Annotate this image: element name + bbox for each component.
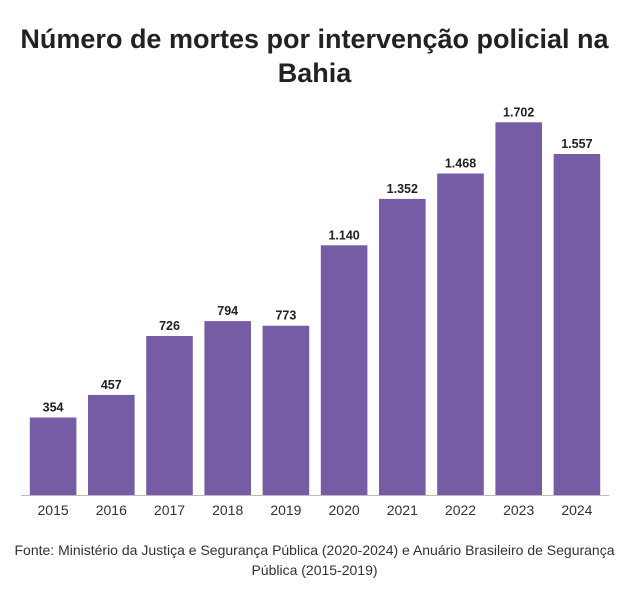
bar-value-label-2021: 1.352 xyxy=(387,182,418,196)
bar-value-label-2020: 1.140 xyxy=(328,228,359,242)
x-tick-label-2021: 2021 xyxy=(387,502,418,518)
bar-value-label-2024: 1.557 xyxy=(561,137,592,151)
bar-2021 xyxy=(379,198,426,495)
bar-value-label-2018: 794 xyxy=(217,304,238,318)
x-tick-label-2019: 2019 xyxy=(270,502,301,518)
bar-value-label-2019: 773 xyxy=(275,309,296,323)
x-tick-label-2024: 2024 xyxy=(561,502,592,518)
bar-value-label-2015: 354 xyxy=(43,401,64,415)
x-tick-labels: 2015 2016 2017 2018 2019 2020 2021 2022 2023 2024 xyxy=(38,502,593,518)
bar-2017 xyxy=(146,336,193,495)
x-tick-label-2023: 2023 xyxy=(503,502,534,518)
x-tick-label-2017: 2017 xyxy=(154,502,185,518)
x-tick-label-2016: 2016 xyxy=(96,502,127,518)
bar-chart: 354 457 726 794 773 1.140 1.352 1.468 1.702 1.557… xyxy=(21,105,609,518)
bar-2020 xyxy=(320,245,368,495)
x-tick-label-2015: 2015 xyxy=(38,502,69,518)
source-note: Fonte: Ministério da Justiça e Segurança… xyxy=(14,542,615,578)
bar-2023 xyxy=(495,122,542,496)
bar-2024 xyxy=(553,154,601,495)
bars-group: 354 457 726 794 773 1.140 1.352 1.468 1.702 1.557 xyxy=(29,105,601,496)
bar-value-label-2023: 1.702 xyxy=(503,105,534,119)
bar-2019 xyxy=(262,325,310,495)
x-tick-label-2020: 2020 xyxy=(329,502,360,518)
bar-value-label-2017: 726 xyxy=(159,319,180,333)
bar-value-label-2022: 1.468 xyxy=(445,157,476,171)
bar-2018 xyxy=(204,321,251,495)
x-tick-label-2018: 2018 xyxy=(212,502,243,518)
x-tick-label-2022: 2022 xyxy=(445,502,476,518)
bar-value-label-2016: 457 xyxy=(101,378,122,392)
bar-2015 xyxy=(29,417,77,495)
bar-2016 xyxy=(88,394,135,495)
bar-2022 xyxy=(437,173,484,495)
chart-title: Número de mortes por intervenção policia… xyxy=(20,24,609,88)
